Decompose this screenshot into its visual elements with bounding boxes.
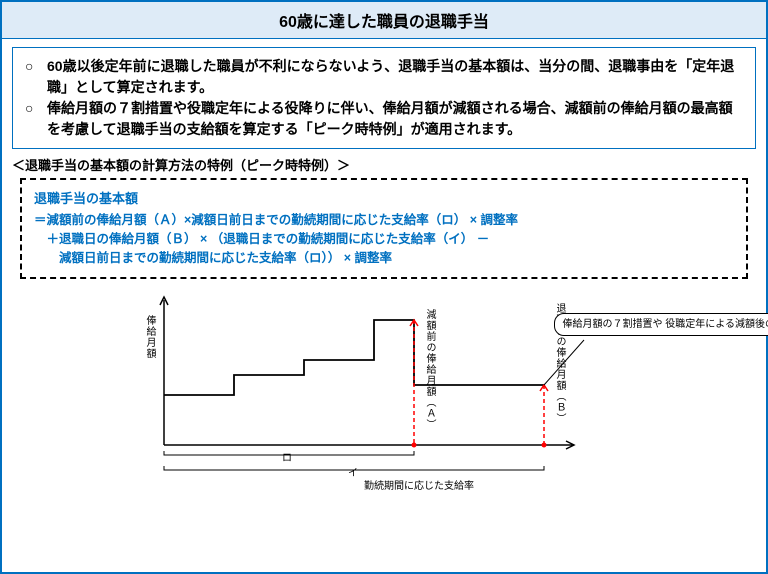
formula-line-3: 減額日前日までの勤続期間に応じた支給率（ロ）） × 調整率	[34, 249, 734, 268]
formula-line-1: ＝減額前の俸給月額（Ａ）×減額日前日までの勤続期間に応じた支給率（ロ） × 調整…	[34, 211, 734, 230]
y-axis-label: 俸給月額	[142, 315, 157, 359]
formula-title: 退職手当の基本額	[34, 188, 734, 207]
title-text: 60歳に達した職員の退職手当	[279, 14, 489, 31]
info-text-2: 俸給月額の７割措置や役職定年による役降りに伴い、俸給月額が減額される場合、減額前…	[47, 98, 743, 140]
annotation-box: 俸給月額の７割措置や 役職定年による減額後の額	[554, 313, 768, 336]
chart: 俸給月額 減額前の俸給月額（Ａ） 退職日の俸給月額（Ｂ） 俸給月額の７割措置や …	[104, 285, 664, 485]
annotation-text: 俸給月額の７割措置や 役職定年による減額後の額	[563, 319, 768, 330]
x-tick-ro: ロ	[282, 449, 292, 464]
info-box: ○ 60歳以後定年前に退職した職員が不利にならないよう、退職手当の基本額は、当分…	[12, 47, 756, 149]
formula-body: ＝減額前の俸給月額（Ａ）×減額日前日までの勤続期間に応じた支給率（ロ） × 調整…	[34, 211, 734, 267]
formula-line-2: ＋退職日の俸給月額（Ｂ） × （退職日までの勤続期間に応じた支給率（イ） －	[34, 230, 734, 249]
x-axis-label: 勤続期間に応じた支給率	[364, 477, 474, 492]
formula-box: 退職手当の基本額 ＝減額前の俸給月額（Ａ）×減額日前日までの勤続期間に応じた支給…	[20, 178, 748, 279]
info-item-2: ○ 俸給月額の７割措置や役職定年による役降りに伴い、俸給月額が減額される場合、減…	[25, 98, 743, 140]
bullet-marker: ○	[25, 56, 47, 98]
info-text-1: 60歳以後定年前に退職した職員が不利にならないよう、退職手当の基本額は、当分の間…	[47, 56, 743, 98]
label-a: 減額前の俸給月額（Ａ）	[422, 309, 437, 430]
page-title: 60歳に達した職員の退職手当	[2, 2, 766, 39]
info-item-1: ○ 60歳以後定年前に退職した職員が不利にならないよう、退職手当の基本額は、当分…	[25, 56, 743, 98]
x-tick-i: イ	[348, 464, 358, 479]
section-heading: ＜退職手当の基本額の計算方法の特例（ピーク時特例）＞	[12, 155, 756, 174]
bullet-marker: ○	[25, 98, 47, 140]
